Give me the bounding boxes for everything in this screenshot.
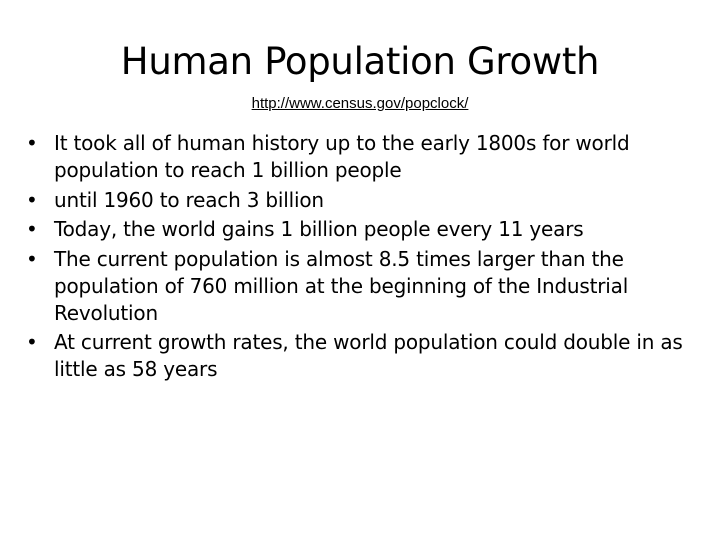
bullet-dot: • — [26, 246, 38, 271]
bullet-text: It took all of human history up to the e… — [54, 131, 630, 182]
bullet-text: until 1960 to reach 3 billion — [54, 187, 324, 212]
slide-title: Human Population Growth — [120, 40, 600, 83]
bullet-dot: • — [26, 187, 38, 212]
bullet-dot: • — [26, 330, 38, 354]
bullet-item: • until 1960 to reach 3 billion — [26, 187, 696, 214]
census-popclock-link[interactable]: http://www.census.gov/popclock/ — [251, 95, 469, 112]
bullet-text: At current growth rates, the world popul… — [54, 330, 683, 381]
bullet-item: • It took all of human history up to the… — [26, 130, 696, 184]
bullet-item: • The current population is almost 8.5 t… — [26, 246, 696, 327]
bullet-dot: • — [26, 217, 38, 241]
bullet-item: • Today, the world gains 1 billion peopl… — [26, 216, 696, 243]
bullet-text: Today, the world gains 1 billion people … — [54, 217, 584, 241]
bullet-list: • It took all of human history up to the… — [26, 130, 696, 386]
bullet-dot: • — [26, 131, 38, 155]
bullet-text: The current population is almost 8.5 tim… — [54, 246, 629, 325]
bullet-item: • At current growth rates, the world pop… — [26, 329, 696, 383]
